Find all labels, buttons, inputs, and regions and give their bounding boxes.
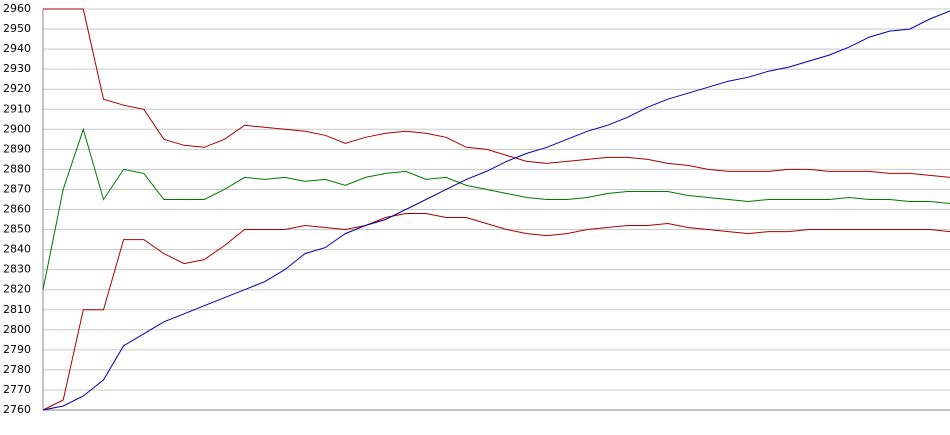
y-tick-label: 2820 xyxy=(3,283,31,296)
y-tick-label: 2960 xyxy=(3,2,31,15)
y-tick-label: 2770 xyxy=(3,383,31,396)
series-line xyxy=(42,213,950,411)
y-tick-label: 2930 xyxy=(3,62,31,75)
series-line xyxy=(42,10,950,411)
y-tick-label: 2840 xyxy=(3,243,31,256)
y-tick-label: 2880 xyxy=(3,162,31,175)
y-tick-label: 2950 xyxy=(3,22,31,35)
y-tick-label: 2760 xyxy=(3,403,31,416)
y-tick-label: 2860 xyxy=(3,203,31,216)
y-tick-label: 2890 xyxy=(3,142,31,155)
y-tick-label: 2810 xyxy=(3,303,31,316)
y-tick-label: 2870 xyxy=(3,182,31,195)
y-tick-label: 2920 xyxy=(3,82,31,95)
y-tick-label: 2790 xyxy=(3,343,31,356)
y-tick-label: 2850 xyxy=(3,223,31,236)
y-tick-label: 2940 xyxy=(3,42,31,55)
y-tick-label: 2900 xyxy=(3,122,31,135)
y-tick-label: 2800 xyxy=(3,323,31,336)
series-line xyxy=(43,8,950,178)
y-tick-label: 2780 xyxy=(3,363,31,376)
y-tick-label: 2910 xyxy=(3,102,31,115)
series-line xyxy=(42,127,950,290)
y-tick-label: 2830 xyxy=(3,263,31,276)
